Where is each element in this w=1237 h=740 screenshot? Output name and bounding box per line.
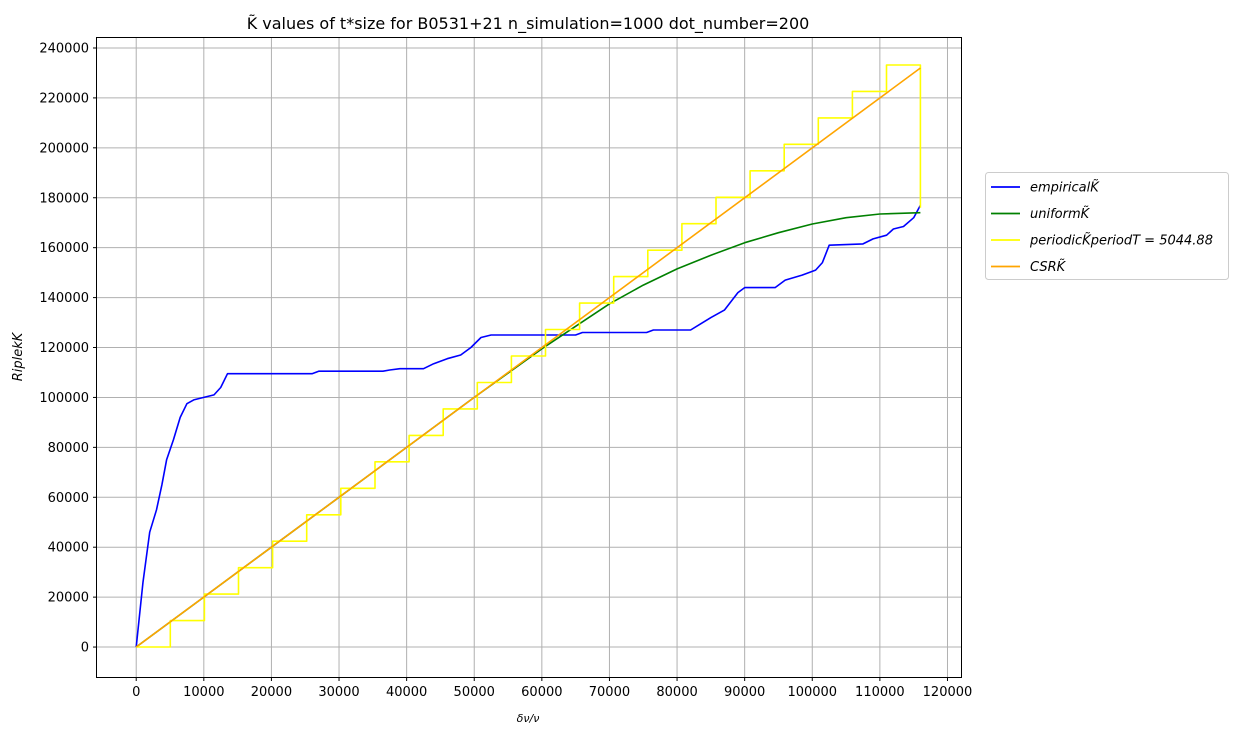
y-tick-label: 0	[81, 641, 89, 656]
series-line-uniformk	[135, 211, 921, 648]
legend-entry: periodicK̃periodT = 5044.88	[1029, 233, 1213, 248]
x-axis-ticks: 0 10000 20000 30000 40000 50000 60000 70000 8000…	[132, 677, 972, 700]
series-line-csrk	[135, 67, 921, 648]
x-tick-label: 60000	[521, 685, 562, 700]
x-axis-label: δν/ν	[517, 712, 540, 725]
y-axis-ticks: 0 20000 40000 60000 80000 100000 120000 140000 1…	[39, 41, 97, 656]
y-axis-label: RiplekK	[11, 331, 26, 381]
x-tick-label: 0	[132, 685, 140, 700]
y-tick-label: 180000	[39, 191, 89, 206]
y-tick-label: 220000	[39, 91, 89, 106]
x-tick-label: 10000	[183, 685, 224, 700]
legend-box	[985, 172, 1229, 280]
y-tick-label: 60000	[48, 491, 89, 506]
grid-lines	[97, 38, 961, 677]
y-tick-label: 160000	[39, 241, 89, 256]
legend-entry: uniformK̃	[1030, 207, 1091, 222]
x-tick-label: 110000	[855, 685, 905, 700]
y-tick-label: 200000	[39, 141, 89, 156]
x-tick-label: 20000	[251, 685, 292, 700]
x-tick-label: 80000	[656, 685, 697, 700]
legend-entry: CSRK̃	[1030, 260, 1067, 275]
x-tick-label: 40000	[386, 685, 427, 700]
x-tick-label: 100000	[787, 685, 837, 700]
legend-entry: empiricalK̃	[1030, 180, 1100, 195]
y-tick-label: 140000	[39, 291, 89, 306]
y-tick-label: 120000	[39, 341, 89, 356]
x-tick-label: 70000	[589, 685, 630, 700]
x-tick-label: 120000	[923, 685, 973, 700]
series-line-periodick-periodt-5044-88	[136, 64, 922, 648]
x-tick-label: 90000	[724, 685, 765, 700]
chart-title: K̃ values of t*size for B0531+21 n_simul…	[247, 14, 810, 34]
y-tick-label: 100000	[39, 391, 89, 406]
y-tick-label: 240000	[39, 41, 89, 56]
series-line-empiricalk	[135, 204, 922, 648]
legend: empiricalK̃ uniformK̃ periodicK̃periodT = …	[985, 172, 1229, 280]
plot-frame	[96, 37, 962, 678]
y-tick-label: 80000	[48, 441, 89, 456]
y-tick-label: 20000	[48, 591, 89, 606]
x-tick-label: 30000	[318, 685, 359, 700]
y-tick-label: 40000	[48, 541, 89, 556]
x-tick-label: 50000	[454, 685, 495, 700]
series-layer	[135, 64, 922, 648]
